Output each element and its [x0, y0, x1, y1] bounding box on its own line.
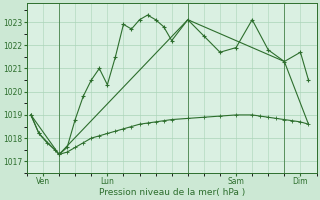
X-axis label: Pression niveau de la mer( hPa ): Pression niveau de la mer( hPa ): [99, 188, 245, 197]
